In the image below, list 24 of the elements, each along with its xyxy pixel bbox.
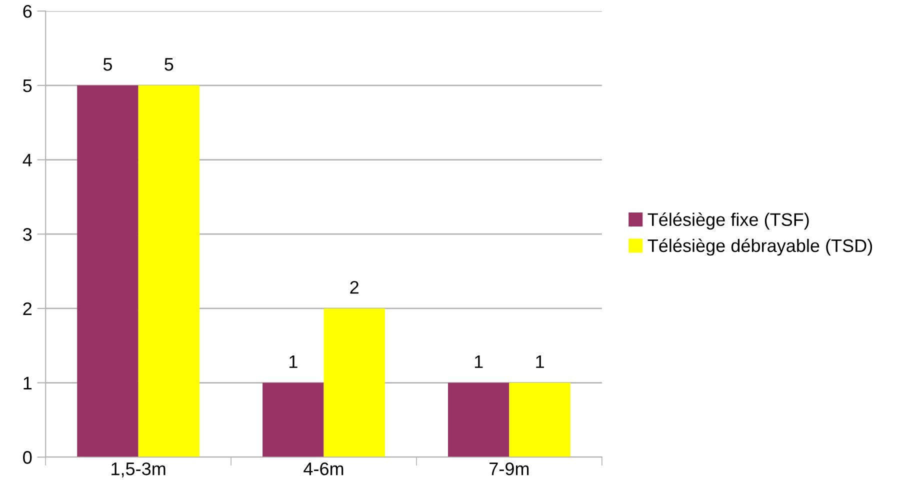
data-label: 1: [474, 356, 483, 368]
y-tick-label: 1: [24, 376, 32, 390]
y-tick-label: 0: [23, 451, 32, 464]
y-tick-label: 6: [23, 5, 32, 18]
y-tick-label: 5: [23, 80, 32, 92]
bar: [324, 308, 385, 458]
data-label: 1: [536, 356, 544, 368]
legend-label: Télésiège débrayable (TSD): [648, 238, 872, 256]
x-tick-label: 1,5-3m: [112, 462, 166, 478]
data-label: 2: [350, 280, 358, 294]
y-tick-label: 4: [22, 154, 32, 166]
data-label: 5: [164, 58, 174, 71]
bar: [448, 382, 510, 458]
y-tick-label: 2: [23, 302, 32, 315]
data-label: 5: [103, 58, 112, 71]
bar: [262, 382, 324, 458]
bar: [138, 85, 200, 458]
bar: [509, 382, 570, 458]
y-tick-label: 3: [23, 228, 32, 241]
x-tick-label: 7-9m: [490, 462, 529, 476]
data-label: 1: [290, 356, 298, 368]
x-tick-label: 4-6m: [304, 462, 344, 476]
legend-label: Télésiège fixe (TSF): [648, 212, 809, 230]
bar: [77, 85, 138, 458]
